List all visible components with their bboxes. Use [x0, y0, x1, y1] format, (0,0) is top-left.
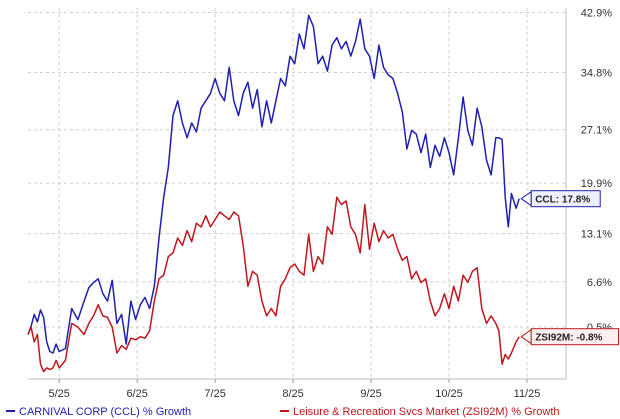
callout-zsi92m: ZSI92M: -0.8% — [520, 328, 620, 346]
x-tick-label: 6/25 — [126, 388, 147, 400]
x-tick-label: 5/25 — [48, 388, 69, 400]
y-tick-label: 13.1% — [581, 229, 612, 241]
x-tick-label: 8/25 — [282, 388, 303, 400]
legend-label: Leisure & Recreation Svcs Market (ZSI92M… — [293, 406, 560, 418]
legend-label: CARNIVAL CORP (CCL) % Growth — [19, 406, 191, 418]
gridlines — [28, 8, 566, 379]
legend-item-ccl: CARNIVAL CORP (CCL) % Growth — [6, 406, 191, 418]
callout-box — [530, 328, 620, 346]
x-tick-label: 11/25 — [514, 388, 541, 400]
x-tick-label: 10/25 — [435, 388, 463, 400]
legend-item-zsi92m: Leisure & Recreation Svcs Market (ZSI92M… — [280, 406, 560, 418]
callout-label: ZSI92M: -0.8% — [535, 333, 602, 344]
series-line-ccl — [27, 14, 520, 354]
legend: CARNIVAL CORP (CCL) % Growth Leisure & Re… — [6, 406, 560, 418]
y-tick-label: 19.9% — [581, 178, 612, 190]
x-tick-label: 9/25 — [360, 388, 381, 400]
series-line-zsi92m — [27, 196, 520, 373]
callout-ccl: CCL: 17.8% — [520, 190, 601, 208]
y-tick-label: 34.8% — [581, 68, 612, 80]
y-tick-label: 6.6% — [587, 277, 612, 289]
x-axis-ticks: 5/25 6/25 7/25 8/25 9/25 10/25 11/25 — [48, 379, 540, 400]
y-tick-label: 27.1% — [581, 125, 612, 137]
x-tick-label: 7/25 — [204, 388, 225, 400]
callout-box — [530, 190, 601, 208]
y-axis-ticks: 42.9%34.8%27.1%19.9%13.1%6.6%0.5% — [581, 7, 612, 334]
end-value-callouts: CCL: 17.8% ZSI92M: -0.8% — [520, 190, 620, 346]
callout-label: CCL: 17.8% — [535, 195, 590, 206]
y-tick-label: 42.9% — [581, 7, 612, 19]
series-layer — [27, 14, 520, 373]
